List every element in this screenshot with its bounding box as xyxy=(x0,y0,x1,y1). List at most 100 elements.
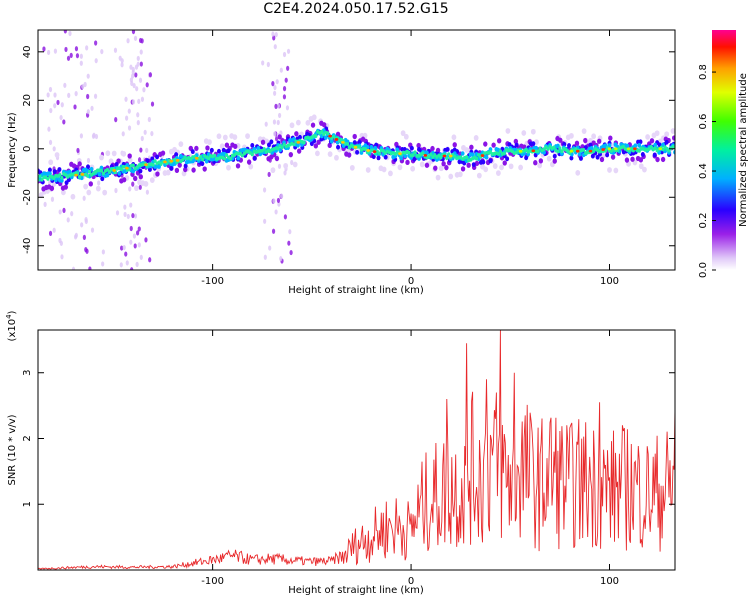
noise-speck xyxy=(277,163,282,169)
spectral-band xyxy=(524,155,529,161)
noise-speck xyxy=(58,209,62,215)
spectral-band xyxy=(313,143,319,149)
spectral-band xyxy=(165,169,171,176)
spectral-band xyxy=(444,165,449,171)
noise-speck xyxy=(136,230,140,236)
spectral-band xyxy=(399,155,404,161)
spectral-band xyxy=(491,142,496,148)
spectral-band xyxy=(63,184,68,190)
spectral-band xyxy=(488,158,493,164)
noise-speck xyxy=(279,67,283,73)
spectral-band xyxy=(121,150,127,157)
noise-speck xyxy=(286,65,290,71)
noise-speck xyxy=(79,60,83,66)
spectral-band xyxy=(131,163,135,168)
colorbar-tick-label: 0.6 xyxy=(698,114,709,130)
noise-speck xyxy=(140,135,144,142)
spectral-band xyxy=(155,154,160,160)
spectral-band xyxy=(552,145,556,150)
spectrogram-x-label: Height of straight line (km) xyxy=(288,285,424,296)
spectral-band xyxy=(365,167,371,173)
spectral-band xyxy=(89,166,94,172)
spectral-band xyxy=(582,147,586,152)
spectral-band xyxy=(610,154,616,160)
spectral-band xyxy=(100,176,105,182)
spectral-band xyxy=(595,154,600,160)
spectral-band xyxy=(207,139,212,145)
noise-speck xyxy=(131,212,135,219)
spectral-band xyxy=(534,145,538,151)
spectral-band xyxy=(245,133,250,139)
spectral-band xyxy=(407,150,411,155)
noise-speck xyxy=(288,229,292,235)
colorbar-ticks: 0.0 0.2 0.4 0.6 0.8 xyxy=(698,64,716,278)
spectral-band xyxy=(134,185,139,192)
noise-speck xyxy=(62,119,66,125)
spectral-band xyxy=(314,134,318,139)
spectral-band xyxy=(114,161,119,167)
noise-speck xyxy=(63,30,67,34)
spectral-band xyxy=(294,131,299,137)
spectral-band xyxy=(233,143,238,150)
spectral-band xyxy=(349,164,355,171)
spectral-peak xyxy=(296,140,301,144)
colorbar: 0.0 0.2 0.4 0.6 0.8 Normalized spectral ampl… xyxy=(698,30,749,278)
noise-speck xyxy=(124,251,128,257)
spectral-band xyxy=(591,133,597,140)
spectral-band xyxy=(355,149,360,155)
noise-speck xyxy=(145,189,149,195)
noise-speck xyxy=(262,187,267,193)
noise-speck xyxy=(81,83,85,90)
noise-speck xyxy=(129,225,133,232)
spectral-band xyxy=(57,167,62,172)
noise-speck xyxy=(120,62,124,68)
noise-speck xyxy=(48,139,53,146)
noise-speck xyxy=(86,157,91,164)
noise-speck xyxy=(137,157,142,163)
spectral-band xyxy=(105,172,110,178)
spectral-band xyxy=(191,167,196,173)
snr-background xyxy=(38,330,675,570)
spectral-band xyxy=(173,157,177,162)
colorbar-tick-label: 0.2 xyxy=(698,213,709,229)
spectral-band xyxy=(102,189,108,196)
spectral-band xyxy=(560,149,564,154)
spectral-band xyxy=(672,135,675,141)
spectral-band xyxy=(228,156,233,161)
spectral-band xyxy=(248,163,254,170)
snr-panel: -100 0 100 1 2 3 Height of straight line (km… xyxy=(5,310,676,596)
spectral-band xyxy=(149,177,155,183)
spectral-band xyxy=(538,158,544,164)
x-tick-label: 100 xyxy=(600,276,619,287)
spectral-band xyxy=(256,145,261,151)
noise-speck xyxy=(263,218,267,224)
noise-speck xyxy=(145,147,149,153)
spectral-band xyxy=(363,147,368,151)
noise-speck xyxy=(69,52,73,58)
noise-speck xyxy=(52,146,56,152)
spectrogram-panel: -100 0 100 -40 -20 0 20 40 Height of straight … xyxy=(7,29,676,296)
noise-speck xyxy=(133,243,137,249)
snr-y-ticks: 1 2 3 xyxy=(22,370,675,507)
spectral-band xyxy=(471,162,476,168)
noise-speck xyxy=(279,256,283,262)
spectral-peak xyxy=(575,149,580,153)
spectral-band xyxy=(397,164,403,171)
noise-speck xyxy=(100,48,104,55)
x-tick-label: -100 xyxy=(201,276,224,287)
spectral-band xyxy=(649,138,655,144)
spectral-band xyxy=(204,159,209,164)
noise-speck xyxy=(74,46,79,52)
spectral-band xyxy=(320,129,324,134)
spectral-peak xyxy=(398,152,402,156)
spectral-band xyxy=(607,167,612,173)
spectral-peak xyxy=(518,149,523,153)
noise-speck xyxy=(139,147,143,153)
noise-speck xyxy=(274,136,279,142)
noise-speck xyxy=(143,129,147,135)
spectral-band xyxy=(38,192,44,198)
spectral-band xyxy=(435,174,441,181)
spectral-band xyxy=(376,155,381,161)
noise-speck xyxy=(271,228,276,234)
spectral-band xyxy=(652,152,657,158)
